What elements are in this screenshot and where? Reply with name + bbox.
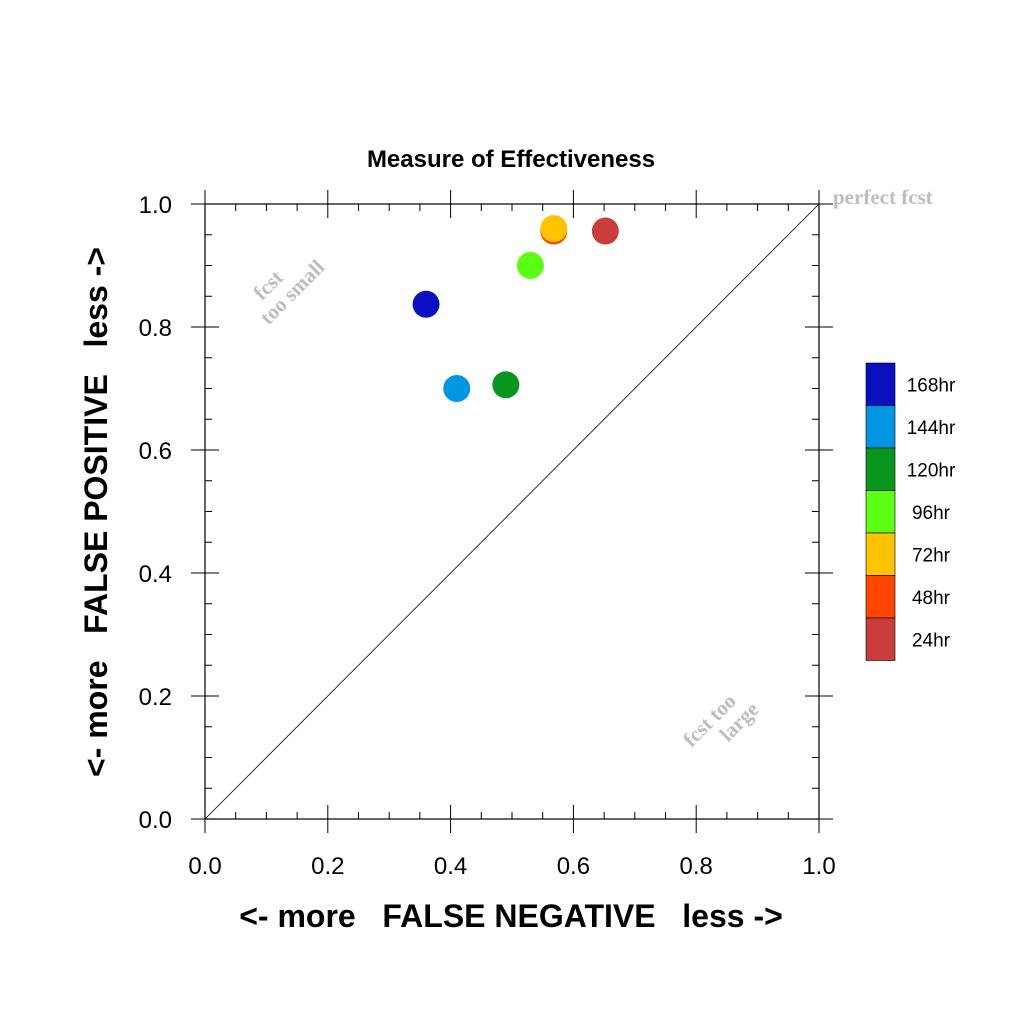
point-72hr <box>540 215 568 243</box>
legend-label-24hr: 24hr <box>912 630 951 651</box>
point-144hr <box>443 375 471 402</box>
legend-swatch-48hr <box>865 575 896 619</box>
legend-swatch-96hr <box>865 490 896 534</box>
legend-swatch-72hr <box>865 532 896 576</box>
y-tick-label: 0.4 <box>139 561 172 588</box>
point-24hr <box>591 217 619 245</box>
x-tick-label: 0.2 <box>311 853 344 880</box>
legend-swatch-120hr <box>865 447 896 491</box>
legend-label-144hr: 144hr <box>907 418 956 439</box>
plot-frame <box>204 203 820 820</box>
perfect-fcst-annotation: perfect fcst <box>833 185 933 209</box>
point-120hr <box>492 371 520 399</box>
axis-ticks: 0.0 0.2 0.4 0.6 0.8 1.0 0.0 0.2 0.4 0.6 0.8 1.0 <box>139 190 836 880</box>
y-tick-label: 0.2 <box>139 684 172 711</box>
x-axis-label: <- more FALSE NEGATIVE less -> <box>239 898 783 934</box>
legend-label-48hr: 48hr <box>912 588 951 609</box>
y-tick-label: 0.8 <box>139 315 172 342</box>
point-96hr <box>516 252 544 279</box>
y-tick-label: 0.0 <box>139 807 172 834</box>
legend-label-72hr: 72hr <box>912 545 951 566</box>
x-tick-label: 1.0 <box>802 853 835 880</box>
fcst-too-large-annotation: fcst too large <box>678 689 764 752</box>
x-tick-label: 0.0 <box>188 853 221 880</box>
legend-label-120hr: 120hr <box>907 460 956 481</box>
y-axis-label: <- more FALSE POSITIVE less -> <box>78 247 114 777</box>
chart-title: Measure of Effectiveness <box>367 146 655 173</box>
point-168hr <box>412 290 440 318</box>
legend-label-96hr: 96hr <box>912 503 951 524</box>
perfect-forecast-line <box>204 203 820 820</box>
x-tick-label: 0.4 <box>434 853 467 880</box>
x-tick-label: 0.6 <box>557 853 590 880</box>
legend: 168hr 144hr 120hr 96hr 72hr 48hr 24hr <box>865 362 956 661</box>
legend-swatch-24hr <box>865 617 896 661</box>
legend-swatch-144hr <box>865 405 896 449</box>
legend-label-168hr: 168hr <box>907 375 956 396</box>
x-tick-label: 0.8 <box>680 853 713 880</box>
legend-swatch-168hr <box>865 362 896 406</box>
fcst-too-small-annotation: fcst too small <box>248 255 329 329</box>
y-tick-label: 0.6 <box>139 438 172 465</box>
data-points <box>412 215 619 402</box>
y-tick-label: 1.0 <box>139 192 172 219</box>
